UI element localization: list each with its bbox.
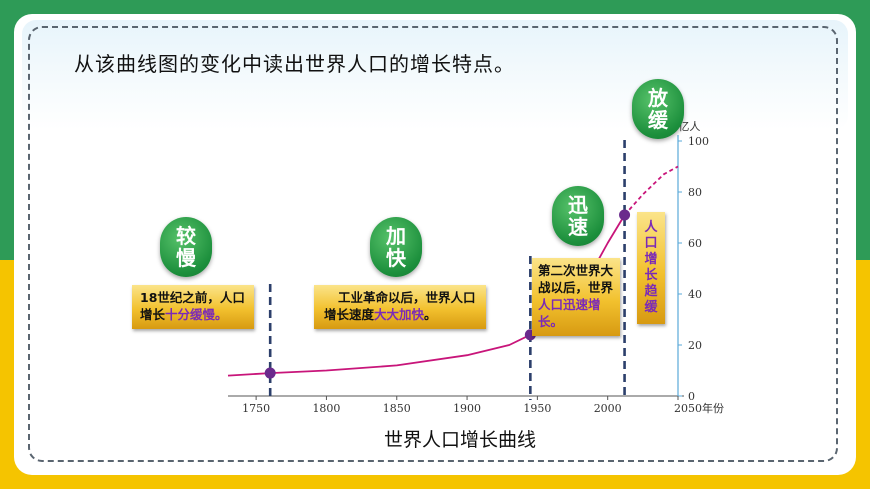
question-text: 从该曲线图的变化中读出世界人口的增长特点。 — [74, 52, 515, 76]
badge-slow: 较慢 — [160, 217, 212, 277]
annotation-stage1: 18世纪之前，人口增长十分缓慢。 — [132, 285, 254, 329]
y-tick-label-1: 20 — [688, 339, 702, 352]
annotation-stage2-highlight: 大大加快 — [374, 307, 425, 322]
x-tick-label-4: 1950 — [523, 402, 551, 415]
population-curve-dashed — [623, 165, 679, 216]
annotation-stage2-text: 工业革命以后，世界人口增长速度 — [324, 290, 476, 322]
y-tick-label-3: 60 — [688, 237, 702, 250]
y-tick-label-5: 100 — [688, 135, 709, 148]
annotation-stage2: 工业革命以后，世界人口增长速度大大加快。 — [314, 285, 486, 329]
y-tick-label-2: 40 — [688, 288, 702, 301]
annotation-stage4-text: 人口增长趋缓 — [644, 220, 658, 315]
badge-slow-text: 较慢 — [176, 224, 196, 270]
annotation-stage3-highlight: 人口迅速增长。 — [538, 297, 601, 329]
badge-faster: 加快 — [370, 217, 422, 277]
chart-title: 世界人口增长曲线 — [384, 429, 537, 451]
x-tick-label-3: 1900 — [453, 402, 481, 415]
badge-faster-text: 加快 — [386, 224, 406, 270]
x-tick-label-5: 2000 — [594, 402, 622, 415]
annotation-stage4: 人口增长趋缓 — [637, 212, 665, 324]
y-tick-label-0: 0 — [688, 390, 695, 403]
x-tick-label-2: 1850 — [383, 402, 411, 415]
annotation-stage3-text: 第二次世界大战以后，世界 — [538, 263, 614, 295]
x-tick-label-last: 2050年份 — [674, 401, 724, 415]
dashed-frame — [28, 26, 838, 462]
annotation-stage3: 第二次世界大战以后，世界人口迅速增长。 — [532, 258, 620, 336]
badge-slowing-text: 放缓 — [648, 86, 668, 132]
annotation-stage2-tail: 。 — [424, 307, 437, 322]
sky-decoration — [22, 20, 848, 130]
data-point-2 — [619, 209, 631, 221]
badge-rapid: 迅速 — [552, 186, 604, 246]
badge-rapid-text: 迅速 — [568, 193, 588, 239]
annotation-stage1-highlight: 十分缓慢。 — [165, 307, 228, 322]
annotation-stage1-text: 18世纪之前，人口增长 — [140, 290, 245, 322]
data-point-0 — [264, 367, 276, 379]
x-tick-label-1: 1800 — [312, 402, 340, 415]
x-tick-label-0: 1750 — [242, 402, 270, 415]
y-tick-label-4: 80 — [688, 186, 702, 199]
badge-slowing: 放缓 — [632, 79, 684, 139]
